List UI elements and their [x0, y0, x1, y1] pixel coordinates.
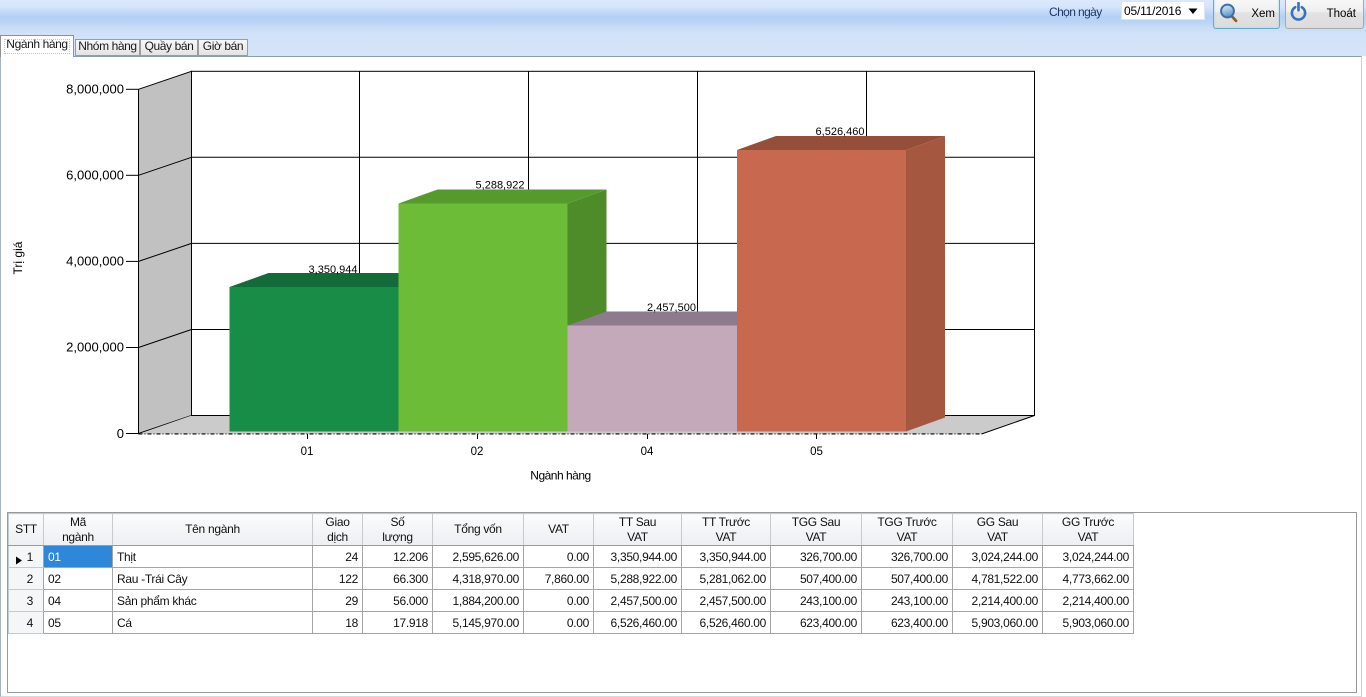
- svg-text:Ngành hàng: Ngành hàng: [530, 469, 590, 483]
- svg-text:3,350,944: 3,350,944: [309, 264, 358, 276]
- svg-text:8,000,000: 8,000,000: [66, 82, 124, 97]
- svg-text:02: 02: [471, 446, 484, 458]
- svg-text:05: 05: [810, 446, 823, 458]
- svg-text:4,000,000: 4,000,000: [66, 254, 124, 269]
- svg-text:6,526,460: 6,526,460: [816, 126, 865, 138]
- svg-text:5,288,922: 5,288,922: [476, 180, 525, 192]
- svg-text:0: 0: [117, 426, 124, 441]
- svg-text:2,457,500: 2,457,500: [647, 302, 696, 314]
- svg-text:2,000,000: 2,000,000: [66, 340, 124, 355]
- svg-text:04: 04: [641, 446, 654, 458]
- svg-text:6,000,000: 6,000,000: [66, 168, 124, 183]
- svg-text:Trị giá: Trị giá: [11, 241, 25, 274]
- svg-text:01: 01: [301, 446, 314, 458]
